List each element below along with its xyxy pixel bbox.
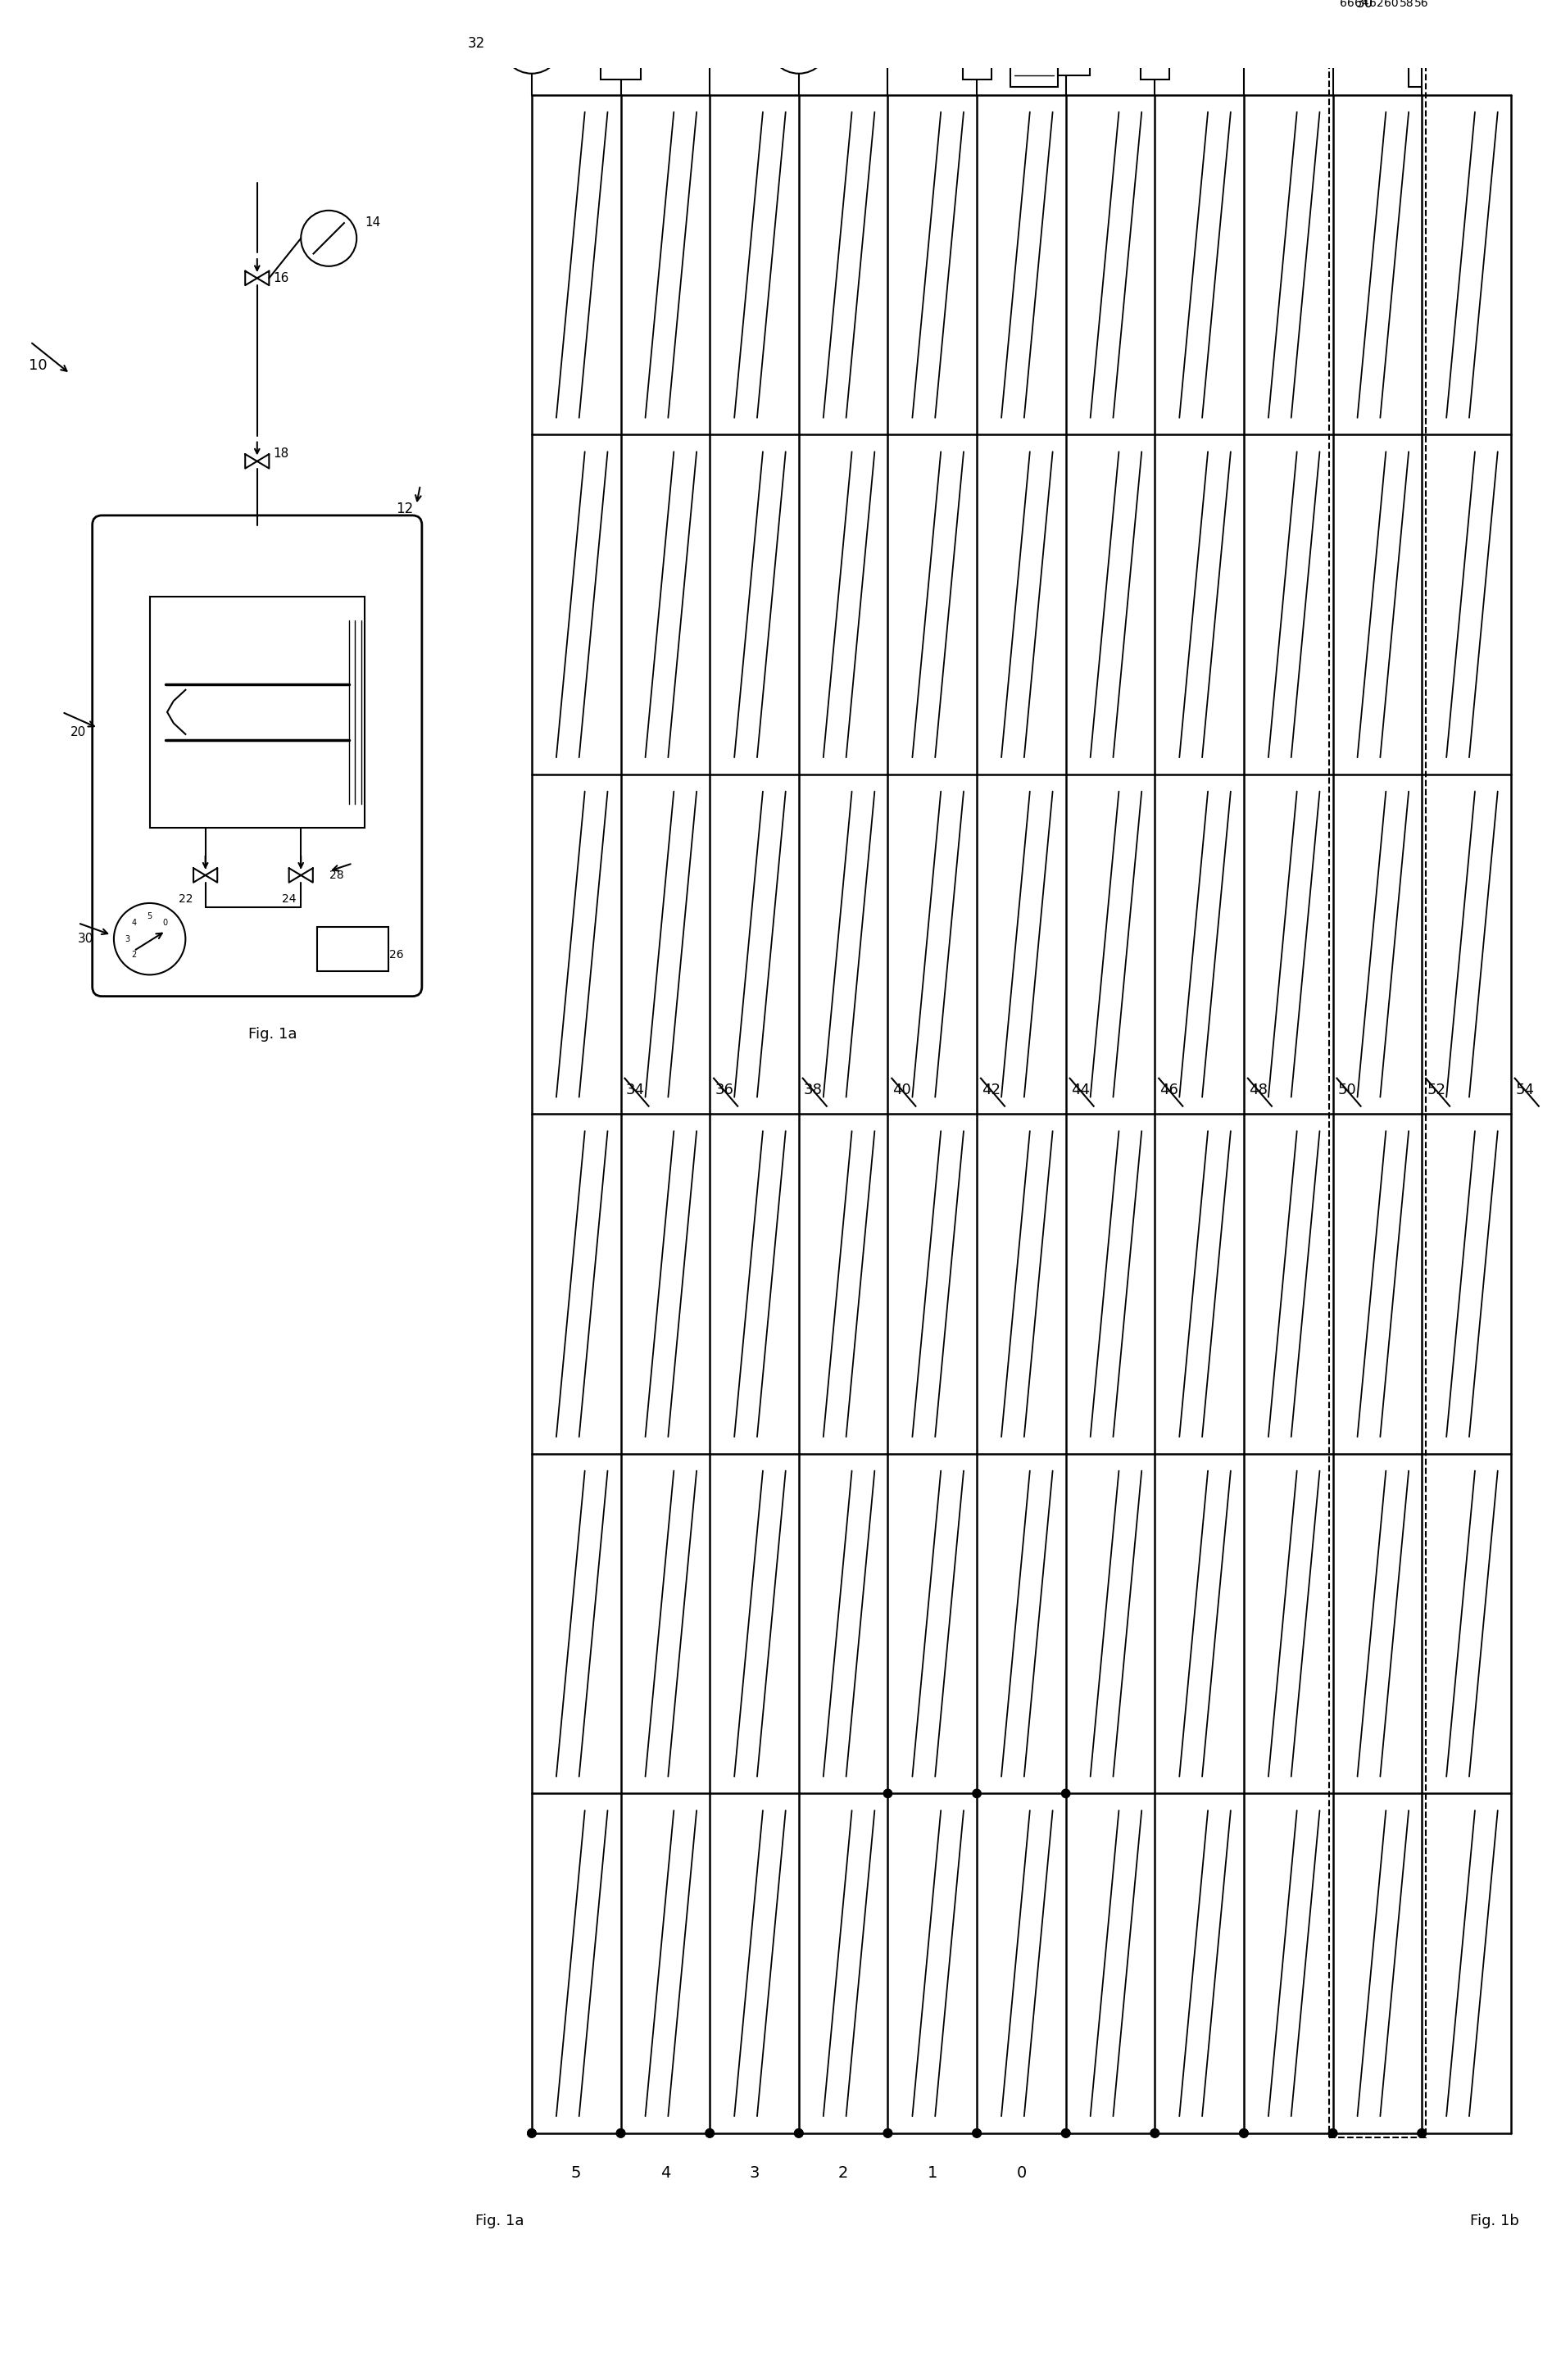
Text: 12: 12: [395, 502, 412, 516]
Circle shape: [795, 2130, 802, 2137]
Bar: [1057, 36, 1090, 76]
Text: 22: 22: [178, 892, 192, 904]
Bar: [1140, 50, 1169, 79]
Circle shape: [973, 2130, 980, 2137]
Circle shape: [706, 2130, 713, 2137]
Text: 4: 4: [660, 2166, 670, 2180]
Circle shape: [1328, 2130, 1336, 2137]
Bar: [601, 36, 640, 79]
Circle shape: [1239, 2130, 1247, 2137]
Text: 36: 36: [715, 1083, 734, 1097]
Circle shape: [884, 1790, 891, 1797]
Circle shape: [528, 2130, 535, 2137]
Text: 20: 20: [70, 726, 86, 738]
Text: 40: 40: [893, 1083, 912, 1097]
Text: 50: 50: [1338, 1083, 1357, 1097]
Text: 18: 18: [273, 447, 289, 459]
Text: 64: 64: [1353, 0, 1369, 10]
Text: 54: 54: [1516, 1083, 1534, 1097]
Text: 56: 56: [1413, 0, 1428, 10]
Text: Fig. 1a: Fig. 1a: [475, 2213, 524, 2228]
Circle shape: [617, 2130, 624, 2137]
Bar: [873, 5, 902, 26]
Text: 58: 58: [1399, 0, 1413, 10]
Text: 10: 10: [30, 359, 47, 374]
Text: 28: 28: [329, 869, 343, 881]
Text: 2: 2: [131, 950, 136, 959]
Circle shape: [884, 2130, 891, 2137]
Text: 3: 3: [125, 935, 130, 942]
Circle shape: [1150, 2130, 1158, 2137]
Text: 34: 34: [626, 1083, 645, 1097]
Text: 16: 16: [273, 271, 289, 283]
Text: 1: 1: [927, 2166, 937, 2180]
Text: 62: 62: [1369, 0, 1383, 10]
Bar: [962, 50, 991, 79]
Text: 44: 44: [1071, 1083, 1090, 1097]
Bar: [317, 928, 389, 971]
Circle shape: [1061, 1790, 1069, 1797]
Text: Fig. 1b: Fig. 1b: [1469, 2213, 1519, 2228]
Text: 2: 2: [838, 2166, 848, 2180]
Text: 66: 66: [1339, 0, 1353, 10]
Text: 26: 26: [389, 950, 403, 962]
Text: 60: 60: [1383, 0, 1399, 10]
Text: 5: 5: [571, 2166, 581, 2180]
Bar: [1427, 29, 1452, 57]
Text: 0: 0: [1016, 2166, 1026, 2180]
Text: 30: 30: [1355, 0, 1372, 12]
Text: 46: 46: [1160, 1083, 1179, 1097]
Circle shape: [1417, 2130, 1425, 2137]
Bar: [1339, 33, 1363, 62]
Text: 48: 48: [1249, 1083, 1268, 1097]
Text: 4: 4: [131, 919, 136, 928]
Text: 3: 3: [749, 2166, 759, 2180]
Text: 0: 0: [162, 919, 169, 928]
Circle shape: [1061, 2130, 1069, 2137]
Text: 30: 30: [78, 933, 94, 945]
Text: Fig. 1a: Fig. 1a: [248, 1028, 297, 1042]
Text: 52: 52: [1427, 1083, 1445, 1097]
Circle shape: [973, 1790, 980, 1797]
Text: 38: 38: [804, 1083, 823, 1097]
Text: 24: 24: [281, 892, 297, 904]
Bar: [1328, 0, 1425, 2137]
Bar: [150, 597, 364, 828]
Text: 42: 42: [982, 1083, 1001, 1097]
Text: 14: 14: [364, 217, 381, 228]
Bar: [1010, 24, 1057, 88]
Text: 5: 5: [147, 912, 151, 921]
Text: 32: 32: [467, 36, 484, 50]
